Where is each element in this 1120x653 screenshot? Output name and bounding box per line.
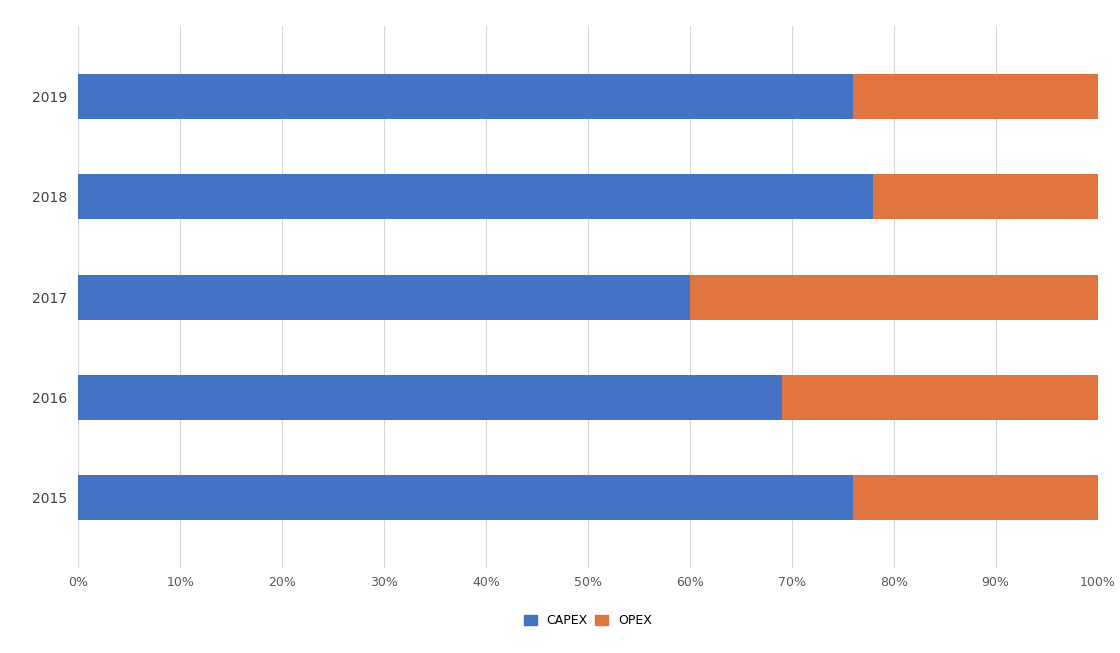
Bar	[874, 174, 1098, 219]
Bar	[853, 74, 1098, 119]
Bar	[78, 174, 874, 219]
Bar	[690, 274, 1098, 320]
Bar	[78, 475, 853, 520]
Bar	[782, 375, 1098, 420]
Legend: CAPEX, OPEX: CAPEX, OPEX	[520, 609, 656, 632]
Bar	[78, 74, 853, 119]
Bar	[78, 375, 782, 420]
Bar	[853, 475, 1098, 520]
Bar	[78, 274, 690, 320]
